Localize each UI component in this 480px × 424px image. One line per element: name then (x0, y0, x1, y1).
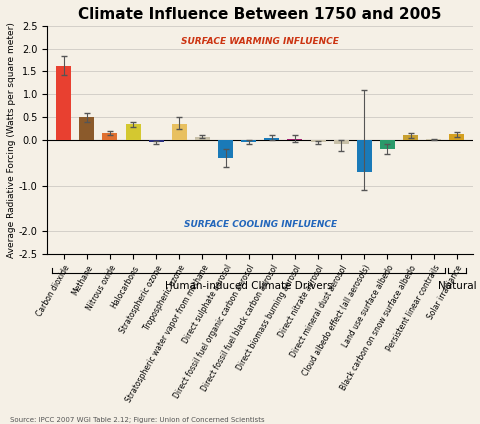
Bar (311, 140, 325, 142)
Bar (149, 140, 164, 142)
Bar (426, 139, 441, 140)
Bar (380, 140, 395, 149)
Bar (79, 117, 94, 140)
Bar (102, 133, 118, 140)
Bar (449, 134, 464, 140)
Text: Human-induced Climate Drivers: Human-induced Climate Drivers (165, 281, 333, 290)
Bar (334, 140, 349, 145)
Y-axis label: Average Radiative Forcing (Watts per square meter): Average Radiative Forcing (Watts per squ… (7, 22, 16, 258)
Bar (403, 135, 418, 140)
Bar (125, 124, 141, 140)
Text: SURFACE COOLING INFLUENCE: SURFACE COOLING INFLUENCE (184, 220, 337, 229)
Bar (241, 140, 256, 142)
Text: SURFACE WARMING INFLUENCE: SURFACE WARMING INFLUENCE (181, 37, 339, 46)
Title: Climate Influence Between 1750 and 2005: Climate Influence Between 1750 and 2005 (79, 7, 442, 22)
Text: Source: IPCC 2007 WGI Table 2.12; Figure: Union of Concerned Scientists: Source: IPCC 2007 WGI Table 2.12; Figure… (10, 417, 264, 423)
Text: Natural: Natural (438, 281, 476, 290)
Bar (195, 137, 210, 140)
Bar (218, 140, 233, 158)
Bar (288, 139, 302, 140)
Bar (56, 66, 71, 140)
Bar (264, 138, 279, 140)
Bar (172, 124, 187, 140)
Bar (357, 140, 372, 172)
